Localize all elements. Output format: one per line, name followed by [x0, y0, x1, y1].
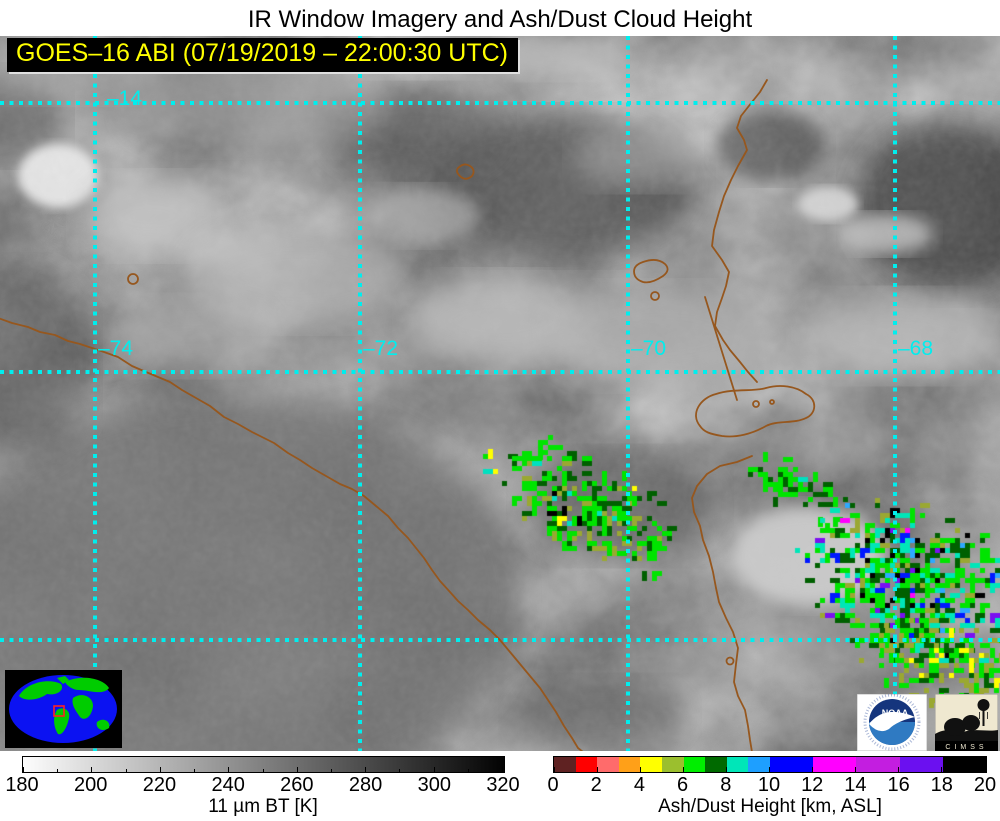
colorbar-tick-label: 14: [844, 774, 867, 796]
title-bar: IR Window Imagery and Ash/Dust Cloud Hei…: [0, 0, 1000, 36]
colorbar-tickmark: [597, 767, 598, 772]
ash-height-colorbar: [553, 756, 987, 773]
page-title: IR Window Imagery and Ash/Dust Cloud Hei…: [247, 6, 753, 33]
latlon-grid-layer: –74 –72 –70 –68 –14: [0, 36, 1000, 751]
colorbar-tickmark: [194, 769, 196, 772]
colorbar-tickmark: [769, 767, 770, 772]
ash-colorbar-segment: [640, 757, 662, 772]
colorbar-tick-label: 320: [486, 774, 520, 796]
colorbar-tickmark: [467, 769, 469, 772]
noaa-arc-text-ring: [863, 694, 921, 751]
cimss-observatory-silhouette: [935, 699, 998, 741]
ash-colorbar-segment: [575, 757, 598, 772]
noaa-wordmark: NOAA: [882, 708, 909, 718]
colorbar-tickmark: [399, 769, 401, 772]
ash-colorbar-ticks: 0 2 4 6 8 10 12 14 16 18 20: [547, 774, 996, 796]
legend-row: 180 200 220 240 260 280 300 320 0 2 4 6 8 10 12 14 16 18…: [0, 751, 1000, 821]
colorbar-tickmark: [898, 767, 899, 772]
colorbar-tick-label: 20: [973, 774, 997, 796]
cimss-logo: CIMSS: [935, 694, 998, 751]
ash-colorbar-segment: [856, 757, 900, 772]
ash-cloud-layer: [0, 36, 1000, 751]
grid-label: –68: [898, 337, 933, 360]
ash-colorbar-segment: [705, 757, 727, 772]
colorbar-tickmark: [296, 767, 298, 772]
ash-colorbar-segment: [899, 757, 943, 772]
satellite-image-area: –74 –72 –70 –68 –14 GOES–16 ABI (07/19/2019 …: [0, 36, 1000, 751]
cimss-wordmark: CIMSS: [945, 744, 987, 751]
colorbar-tick-label: 280: [348, 774, 383, 796]
globe-region-marker: [53, 705, 65, 717]
colorbar-tick-label: 10: [757, 774, 781, 796]
colorbar-tick-label: 220: [142, 774, 177, 796]
colorbar-tick-label: 8: [720, 774, 732, 796]
colorbar-tick-label: 2: [590, 774, 602, 796]
colorbar-tickmark: [554, 767, 555, 772]
bt-colorbar-caption: 11 µm BT [K]: [208, 796, 318, 817]
grid-label: –14: [107, 87, 142, 110]
colorbar-tickmark: [23, 767, 24, 772]
ash-colorbar-segment: [683, 757, 706, 772]
ash-colorbar-segment: [554, 757, 576, 772]
globe-continents: [19, 676, 110, 735]
colorbar-tickmark: [683, 767, 684, 772]
ash-colorbar-segment: [618, 757, 641, 772]
colorbar-tick-label: 6: [677, 774, 689, 796]
colorbar-tick-label: 300: [417, 774, 451, 796]
colorbar-tickmark: [812, 767, 813, 772]
ash-colorbar-segment: [813, 757, 857, 772]
colorbar-tickmark: [726, 767, 727, 772]
colorbar-tick-label: 240: [211, 774, 245, 796]
colorbar-tickmark: [228, 767, 230, 772]
colorbar-tickmark: [262, 769, 264, 772]
ash-colorbar-segment: [726, 757, 749, 772]
noaa-seagull-icon: [869, 711, 915, 732]
grid-label: –72: [363, 337, 398, 360]
bt-colorbar-ticks: 180 200 220 240 260 280 300 320: [5, 774, 519, 796]
noaa-logo: NOAA: [857, 694, 927, 751]
cimss-wordmark-band: [935, 741, 998, 751]
colorbar-tick-label: 200: [74, 774, 108, 796]
bt-colorbar: [22, 756, 505, 773]
satellite-time-label: GOES–16 ABI (07/19/2019 – 22:00:30 UTC): [16, 39, 508, 67]
colorbar-tickmark: [502, 767, 503, 772]
ash-colorbar-caption: Ash/Dust Height [km, ASL]: [658, 796, 882, 817]
ash-colorbar-segment: [942, 757, 986, 772]
colorbar-tickmark: [125, 769, 127, 772]
colorbar-tick-label: 12: [801, 774, 824, 796]
colorbar-tickmark: [330, 769, 332, 772]
colorbar-tickmark: [984, 767, 985, 772]
colorbar-tick-label: 260: [280, 774, 314, 796]
colorbar-tickmark: [640, 767, 641, 772]
colorbar-tickmark: [855, 767, 856, 772]
colorbar-tickmark: [433, 767, 435, 772]
colorbar-tick-label: 180: [5, 774, 39, 796]
ash-colorbar-segment: [748, 757, 770, 772]
colorbar-tickmark: [159, 767, 161, 772]
colorbar-tickmark: [57, 769, 59, 772]
colorbar-tick-label: 18: [930, 774, 953, 796]
grid-label: –70: [631, 337, 666, 360]
ash-colorbar-segment: [661, 757, 684, 772]
colorbar-tickmark: [365, 767, 367, 772]
colorbar-tickmark: [941, 767, 942, 772]
ash-colorbar-segment: [769, 757, 814, 772]
colorbar-tick-label: 0: [547, 774, 559, 796]
colorbar-tick-label: 16: [887, 774, 910, 796]
colorbar-tick-label: 4: [633, 774, 645, 796]
colorbar-tickmark: [91, 767, 93, 772]
grid-label: –74: [98, 337, 133, 360]
globe-locator-inset: [5, 670, 122, 748]
ash-colorbar-segment: [597, 757, 619, 772]
satellite-time-annotation: GOES–16 ABI (07/19/2019 – 22:00:30 UTC): [7, 38, 518, 72]
